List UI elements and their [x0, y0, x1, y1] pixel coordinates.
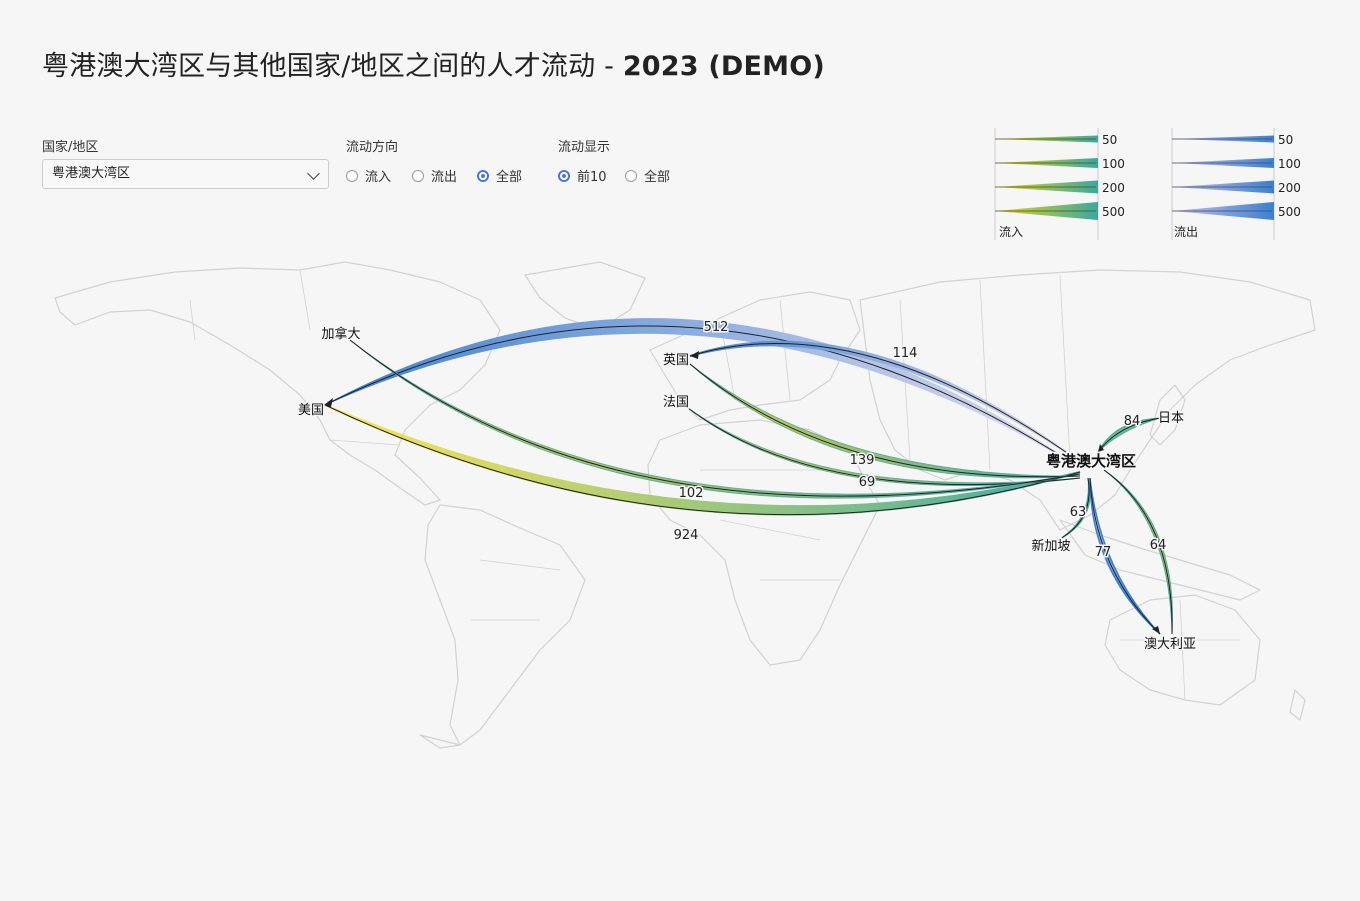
radio-direction-outflow[interactable]: 流出 — [412, 166, 457, 185]
flow-value-australia-inflow: 64 — [1150, 538, 1167, 553]
flow-arrowheads — [324, 351, 1160, 634]
radio-display-all[interactable]: 全部 — [625, 166, 670, 185]
legend-value-label: 500 — [1102, 205, 1125, 219]
flow-ribbons — [324, 318, 1173, 635]
arrowhead-uk — [690, 351, 699, 359]
world-basemap — [54, 261, 1316, 749]
page-title: 粤港澳大湾区与其他国家/地区之间的人才流动 - 2023 (DEMO) — [42, 51, 825, 82]
flow-line-australia-inflow — [1103, 469, 1173, 635]
arrowhead-us — [324, 398, 333, 407]
radio-selected-icon — [477, 169, 489, 182]
legend-value-label: 50 — [1102, 133, 1117, 147]
radio-direction-all[interactable]: 全部 — [477, 166, 522, 185]
flow-line-france-inflow — [687, 407, 1081, 486]
legend-value-label: 50 — [1278, 133, 1293, 147]
place-label-uk: 英国 — [663, 353, 689, 368]
arrowhead-australia — [1152, 626, 1160, 634]
legend-value-label: 100 — [1278, 157, 1301, 171]
flow-value-singapore-inflow: 63 — [1070, 505, 1087, 520]
flow-value-australia-outflow: 77 — [1095, 545, 1112, 560]
place-label-japan: 日本 — [1158, 411, 1184, 426]
region-select[interactable]: 粤港澳大湾区 — [42, 159, 329, 189]
flow-value-us-inflow: 924 — [674, 528, 699, 543]
flow-line-uk-inflow — [689, 363, 1081, 478]
place-label-hub: 粤港澳大湾区 — [1046, 452, 1136, 470]
southeast-asia-outline — [1059, 519, 1261, 601]
legend-value-label: 200 — [1278, 181, 1301, 195]
legend-value-label: 200 — [1102, 181, 1125, 195]
flow-line-us-outflow — [324, 325, 1081, 469]
region-label: 国家/地区 — [42, 140, 99, 155]
flow-value-uk-inflow: 139 — [850, 453, 875, 468]
place-labels: 粤港澳大湾区 美国 英国 加拿大 日本 法国 澳大利亚 新加坡 — [296, 325, 1197, 654]
radio-icon — [412, 169, 424, 182]
chevron-down-icon — [307, 167, 320, 180]
legend-inflow-label: 流入 — [999, 225, 1023, 239]
flow-map: 924 512 139 114 102 84 77 69 64 63 粤港澳大湾… — [54, 261, 1316, 749]
flow-line-australia-outflow — [1089, 477, 1161, 635]
flow-line-canada-inflow — [349, 339, 1081, 497]
flow-ribbon-france-inflow — [687, 407, 1081, 487]
japan-outline — [1149, 384, 1186, 446]
flow-value-labels: 924 512 139 114 102 84 77 69 64 63 — [672, 319, 1168, 562]
flow-value-uk-outflow: 114 — [893, 346, 918, 361]
africa-outline — [647, 419, 881, 666]
place-label-us: 美国 — [298, 403, 324, 418]
flow-line-uk-outflow — [689, 343, 1081, 463]
radio-selected-icon — [558, 169, 570, 182]
flow-value-japan-inflow: 84 — [1124, 414, 1141, 429]
south-america-outline — [424, 504, 586, 746]
flow-legend: 50 100 200 500 流入 50 100 200 500 流出 — [994, 128, 1301, 240]
place-label-france: 法国 — [663, 395, 689, 410]
north-america-outline — [54, 261, 501, 506]
flow-line-singapore-inflow — [1057, 477, 1090, 541]
arrowhead-hub — [1098, 444, 1104, 452]
flow-value-us-outflow: 512 — [704, 320, 729, 335]
antarctica-outline — [419, 734, 461, 749]
place-label-australia: 澳大利亚 — [1144, 636, 1196, 652]
display-label: 流动显示 — [558, 140, 611, 155]
legend-value-label: 500 — [1278, 205, 1301, 219]
australia-outline — [1104, 594, 1261, 706]
asia-outline — [859, 269, 1316, 531]
radio-icon — [346, 169, 358, 182]
radio-direction-inflow[interactable]: 流入 — [346, 166, 391, 185]
flow-value-canada-inflow: 102 — [679, 486, 704, 501]
legend-value-label: 100 — [1102, 157, 1125, 171]
place-label-canada: 加拿大 — [321, 326, 360, 342]
legend-inflow: 50 100 200 500 流入 — [995, 133, 1125, 239]
direction-label: 流动方向 — [346, 140, 399, 155]
place-label-singapore: 新加坡 — [1031, 538, 1070, 554]
new-zealand-outline — [1289, 689, 1306, 721]
flow-line-us-inflow — [324, 404, 1081, 516]
radio-icon — [625, 169, 637, 182]
region-select-value: 粤港澳大湾区 — [52, 166, 131, 181]
legend-outflow-label: 流出 — [1174, 225, 1198, 239]
radio-display-top10[interactable]: 前10 — [558, 166, 607, 185]
flow-value-france-inflow: 69 — [859, 475, 876, 490]
legend-outflow: 50 100 200 500 流出 — [1172, 133, 1301, 239]
